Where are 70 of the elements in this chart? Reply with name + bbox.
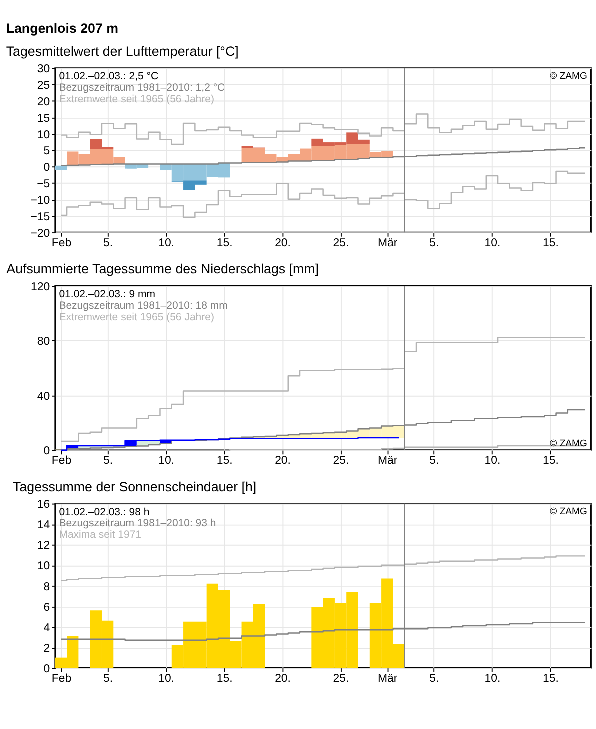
- annotation: Extremwerte seit 1965 (56 Jahre): [59, 311, 214, 324]
- y-tick-label: 10: [37, 129, 50, 142]
- x-tick-label: 10.: [158, 455, 174, 468]
- chart-title: Aufsummierte Tagessumme des Niederschlags [mm]: [6, 262, 319, 277]
- chart-subtitle: Tagesmittelwert der Lufttemperatur [°C]: [6, 44, 239, 59]
- y-tick-label: 16: [37, 499, 50, 512]
- x-tick-label: Mär: [378, 455, 398, 468]
- y-tick-label: 40: [37, 390, 50, 403]
- y-tick-label: 0: [44, 663, 50, 676]
- x-tick-label: 5.: [104, 237, 114, 250]
- chart-title: Langenlois 207 m: [6, 20, 119, 36]
- annotation: 01.02.–02.03.: 98 h: [59, 506, 150, 518]
- x-tick-label: 25.: [333, 237, 350, 250]
- x-tick-label: 5.: [430, 237, 440, 250]
- y-tick-label: 80: [37, 336, 50, 348]
- y-tick-label: 0: [44, 446, 50, 458]
- x-tick-label: Mär: [378, 672, 398, 685]
- annotation: © ZAMG: [550, 438, 588, 450]
- y-tick-label: 14: [37, 520, 51, 532]
- annotation: Bezugszeitraum 1981–2010: 18 mm: [59, 300, 228, 312]
- y-tick-label: 5: [44, 146, 50, 158]
- x-tick-label: 10.: [158, 237, 174, 250]
- y-tick-label: 2: [44, 642, 50, 655]
- x-tick-label: Feb: [52, 237, 72, 250]
- annotation: 01.02.–02.03.: 9 mm: [59, 288, 156, 301]
- annotation: Maxima seit 1971: [59, 529, 142, 542]
- x-tick-label: 20.: [275, 672, 291, 685]
- y-tick-label: 12: [37, 540, 50, 552]
- x-tick-label: 15.: [542, 672, 559, 685]
- annotation: Bezugszeitraum 1981–2010: 93 h: [59, 518, 216, 530]
- x-tick-label: Mär: [378, 237, 398, 250]
- y-tick-label: 20: [37, 96, 50, 108]
- x-tick-label: 5.: [104, 672, 114, 685]
- x-tick-label: 10.: [484, 672, 501, 685]
- y-tick-label: 25: [37, 80, 50, 92]
- y-tick-label: −15: [30, 211, 50, 224]
- x-tick-label: 5.: [104, 455, 114, 468]
- x-tick-label: 10.: [484, 237, 501, 250]
- x-tick-label: 15.: [542, 455, 559, 468]
- y-tick-label: −5: [37, 178, 50, 191]
- x-tick-label: Feb: [52, 672, 72, 685]
- y-tick-label: 10: [37, 560, 50, 573]
- y-tick-label: 30: [37, 64, 50, 76]
- x-tick-label: 5.: [430, 455, 440, 468]
- y-tick-label: 6: [44, 602, 50, 614]
- annotation: Extremwerte seit 1965 (56 Jahre): [59, 94, 214, 106]
- annotation: © ZAMG: [550, 506, 588, 518]
- x-tick-label: 10.: [484, 455, 501, 468]
- y-tick-label: 8: [44, 581, 50, 594]
- x-tick-label: 25.: [333, 455, 350, 468]
- y-tick-label: 15: [37, 112, 50, 125]
- x-tick-label: 20.: [275, 455, 291, 468]
- x-tick-label: Feb: [52, 455, 72, 468]
- annotation: Bezugszeitraum 1981–2010: 1,2 °C: [59, 82, 226, 94]
- x-tick-label: 15.: [542, 237, 559, 250]
- annotation: © ZAMG: [550, 70, 588, 82]
- y-tick-label: −10: [30, 195, 50, 208]
- x-tick-label: 5.: [430, 672, 440, 685]
- x-tick-label: 15.: [216, 672, 233, 685]
- x-tick-label: 10.: [158, 672, 174, 685]
- chart-title: Tagessumme der Sonnenscheindauer [h]: [13, 479, 257, 494]
- x-tick-label: 20.: [275, 237, 291, 250]
- y-tick-label: 120: [31, 281, 50, 294]
- x-tick-label: 15.: [216, 237, 233, 250]
- x-tick-label: 15.: [216, 455, 233, 468]
- y-tick-label: 0: [44, 162, 50, 174]
- y-tick-label: 4: [44, 622, 51, 634]
- x-tick-label: 25.: [333, 672, 350, 685]
- y-tick-label: −20: [30, 228, 50, 240]
- annotation: 01.02.–02.03.: 2,5 °C: [59, 70, 159, 83]
